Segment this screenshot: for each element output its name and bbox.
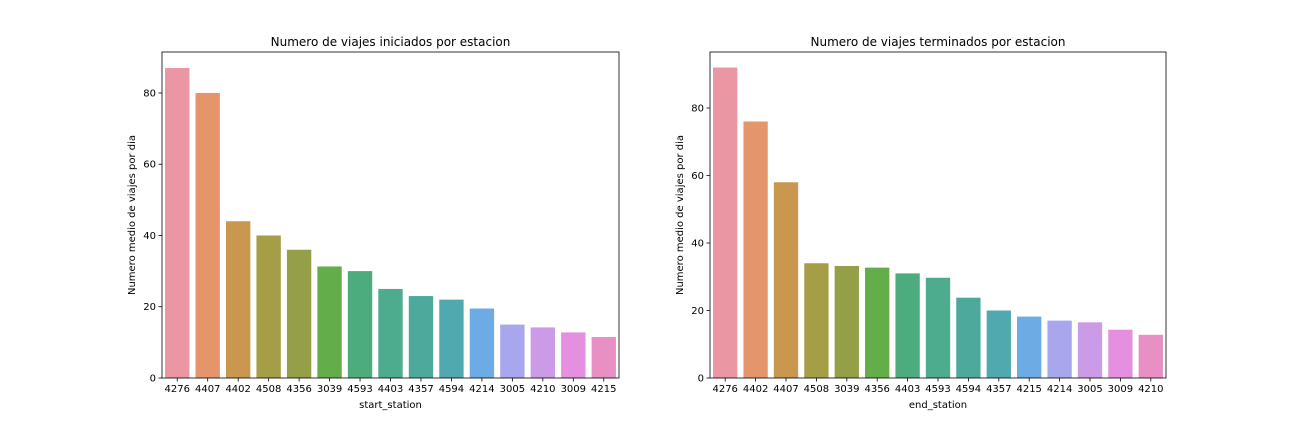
bar-4276 [165,68,190,378]
chart-end-station: Numero de viajes terminados por estacion… [675,35,1167,411]
x-axis-label: end_station [909,400,967,411]
y-tick-label: 20 [691,306,704,317]
x-tick-label: 4210 [1138,384,1163,395]
chart-start-station: Numero de viajes iniciados por estacion … [127,35,620,411]
y-axis-ticks: 0 20 40 60 80 [691,104,710,385]
x-tick-label: 4594 [956,384,981,395]
y-tick-label: 40 [691,239,704,250]
y-tick-label: 0 [150,374,156,385]
bar-4356 [286,249,312,378]
bars [165,68,616,378]
x-tick-label: 4357 [408,384,433,395]
chart-title: Numero de viajes iniciados por estacion [271,35,511,49]
x-tick-label: 4210 [530,384,555,395]
bar-4356 [865,267,890,378]
bar-3039 [834,265,859,378]
x-tick-label: 4402 [743,384,768,395]
bar-4357 [986,310,1011,378]
y-tick-label: 60 [143,160,156,171]
x-tick-label: 4403 [378,384,403,395]
bar-3009 [561,332,586,378]
bar-4403 [378,288,403,378]
x-tick-label: 4593 [347,384,372,395]
bar-4403 [895,273,920,378]
plot-frame [709,51,1167,379]
x-axis-ticks: 4276 4407 4402 4508 4356 3039 4593 4403 4357 4594… [165,378,616,395]
bar-3005 [1077,322,1103,378]
bar-4215 [1017,316,1042,378]
bars [713,67,1163,379]
bar-3009 [1108,329,1133,378]
y-tick-label: 0 [698,374,704,385]
x-tick-label: 4214 [469,384,494,395]
x-tick-label: 4407 [195,384,220,395]
bar-4508 [804,263,829,378]
x-axis-ticks: 4276 4402 4407 4508 3039 4356 4403 4593 4594 4357… [712,378,1164,395]
x-axis-label: start_station [359,400,422,411]
x-tick-label: 4357 [986,384,1011,395]
bar-4407 [195,92,220,378]
x-tick-label: 3009 [1108,384,1133,395]
x-tick-label: 4402 [225,384,250,395]
bar-4402 [225,221,251,378]
bar-3005 [500,324,525,378]
x-tick-label: 3009 [561,384,586,395]
x-tick-label: 3005 [1077,384,1102,395]
bar-4357 [408,296,434,378]
y-axis-label: Numero medio de viajes por dia [127,135,138,295]
x-tick-label: 4214 [1047,384,1072,395]
plot-frame [161,51,620,379]
bar-4276 [713,67,738,379]
x-tick-label: 4356 [864,384,889,395]
y-tick-label: 80 [143,88,156,99]
x-tick-label: 4594 [439,384,464,395]
x-tick-label: 4356 [286,384,311,395]
x-tick-label: 4407 [773,384,798,395]
x-tick-label: 3039 [317,384,342,395]
bar-4215 [591,337,616,378]
bar-4214 [469,308,495,378]
x-tick-label: 4276 [165,384,190,395]
x-tick-label: 3039 [834,384,859,395]
y-axis-ticks: 0 20 40 60 80 [143,88,162,385]
x-tick-label: 4593 [925,384,950,395]
y-tick-label: 20 [143,302,156,313]
bar-4210 [530,327,556,378]
x-tick-label: 4508 [804,384,829,395]
bar-3039 [317,266,342,378]
x-tick-label: 4276 [712,384,737,395]
y-axis-label: Numero medio de viajes por dia [675,135,686,295]
y-tick-label: 40 [143,231,156,242]
bar-4402 [743,121,768,379]
bar-4214 [1047,320,1072,378]
x-tick-label: 4215 [591,384,616,395]
x-tick-label: 4403 [895,384,920,395]
x-tick-label: 4215 [1016,384,1041,395]
bar-4593 [347,271,373,378]
y-tick-label: 80 [691,104,704,115]
bar-4594 [956,297,981,378]
y-tick-label: 60 [691,171,704,182]
bar-4508 [256,235,281,378]
bar-4407 [773,182,799,378]
bar-4593 [925,277,951,378]
x-tick-label: 3005 [500,384,525,395]
bar-4210 [1138,334,1163,378]
bar-4594 [439,299,464,378]
x-tick-label: 4508 [256,384,281,395]
chart-title: Numero de viajes terminados por estacion [811,35,1066,49]
